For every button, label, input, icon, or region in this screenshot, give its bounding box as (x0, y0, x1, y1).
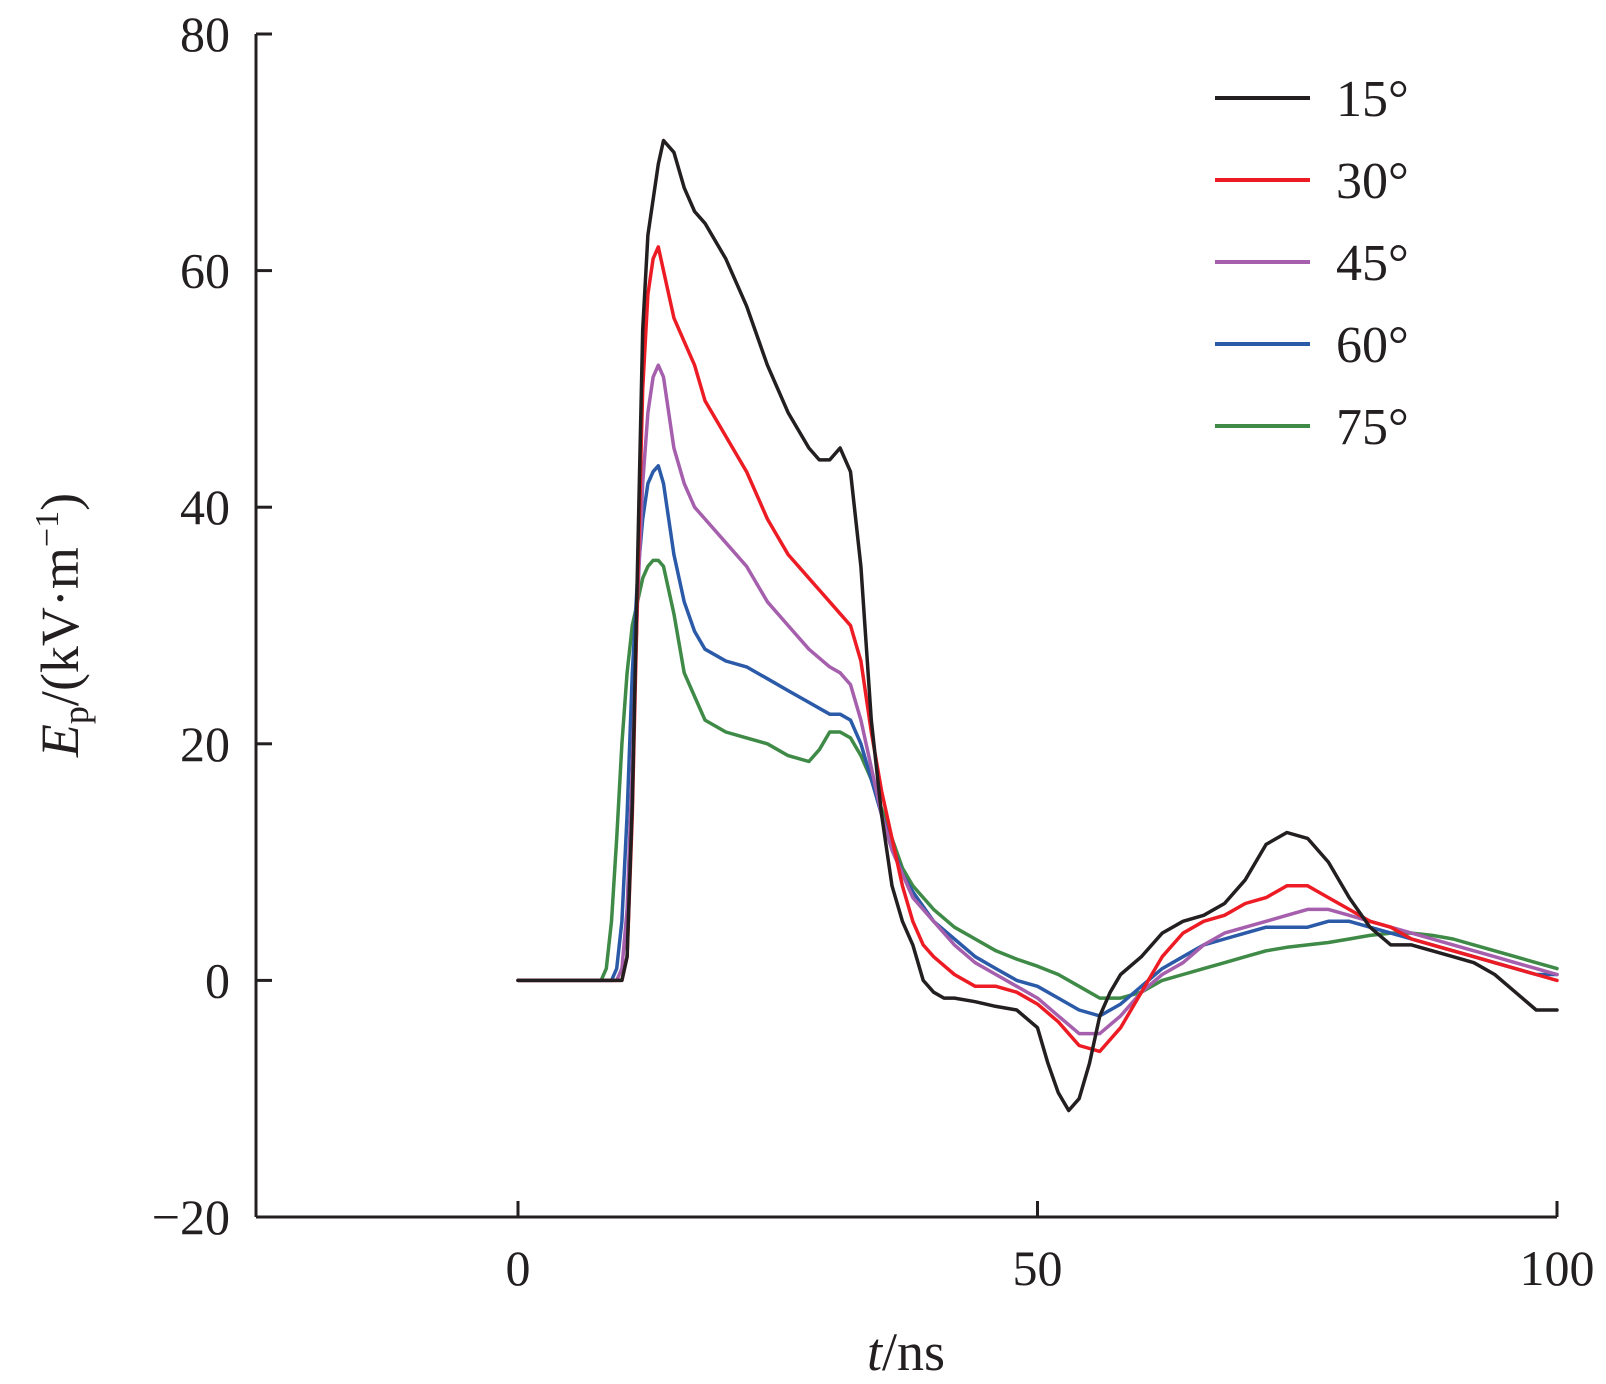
y-axis-title: Ep/(kV·m−1) (29, 493, 96, 758)
y-axis-unit: /(kV·m (30, 547, 90, 706)
legend-label: 75° (1336, 399, 1409, 456)
y-tick-label: −20 (152, 1189, 230, 1245)
y-tick-label: 80 (180, 6, 230, 62)
legend: 15° 30° 45° 60° 75° (1215, 71, 1409, 456)
y-axis-subscript: p (56, 706, 96, 724)
legend-label: 15° (1336, 71, 1409, 128)
series-lines (516, 138, 1559, 1113)
y-tick-label: 60 (180, 243, 230, 299)
y-axis-close: ) (30, 493, 90, 511)
x-axis-title: t/ns (867, 1322, 945, 1382)
y-tick-label: 40 (180, 479, 230, 535)
y-tick-label: 0 (205, 952, 230, 1008)
x-axis-ticks: 0 50 100 (506, 1201, 1595, 1296)
legend-label: 60° (1336, 317, 1409, 374)
x-tick-label: 100 (1520, 1240, 1595, 1296)
series-line-5 (516, 558, 1559, 1000)
y-axis-superscript: −1 (29, 511, 66, 547)
y-tick-label: 20 (180, 716, 230, 772)
series-line-2 (516, 245, 1559, 1054)
x-axis-var: t (867, 1322, 884, 1382)
y-axis-var: E (30, 724, 90, 758)
x-axis-unit: /ns (882, 1322, 945, 1382)
x-tick-label: 50 (1013, 1240, 1063, 1296)
legend-label: 45° (1336, 235, 1409, 292)
series-line-1 (516, 138, 1559, 1113)
legend-label: 30° (1336, 153, 1409, 210)
y-axis-ticks: −20 0 20 40 60 80 (152, 6, 272, 1245)
series-line-3 (516, 363, 1559, 1036)
x-tick-label: 0 (506, 1240, 531, 1296)
